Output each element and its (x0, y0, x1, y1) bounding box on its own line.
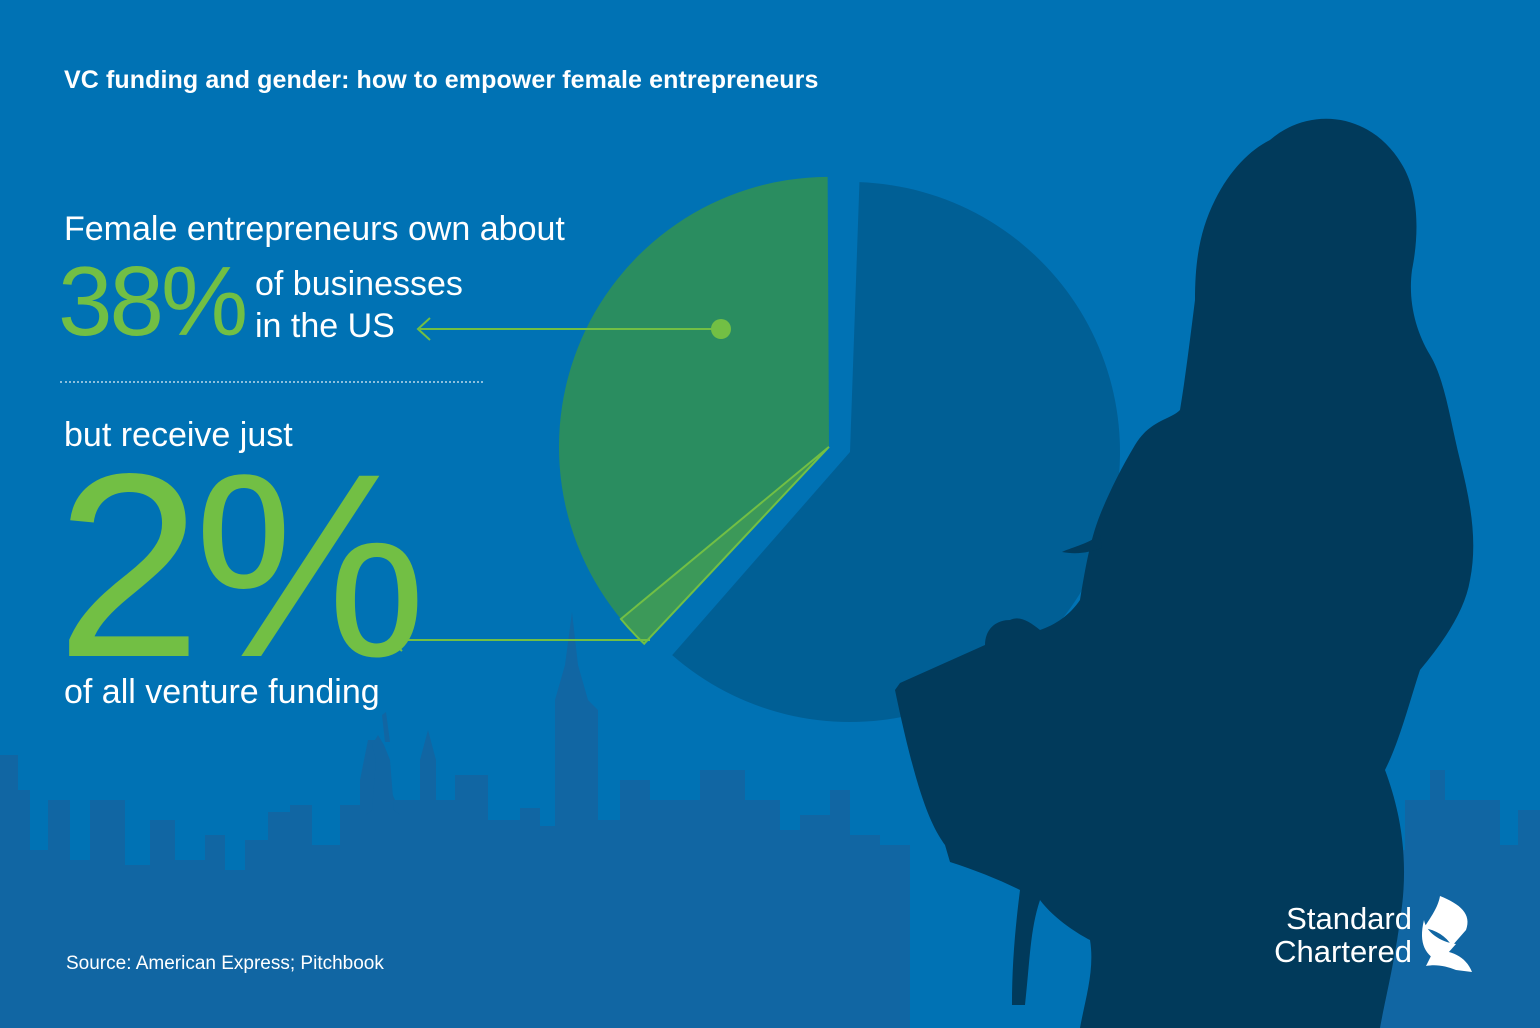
ownership-arrow-head (416, 317, 431, 341)
pie-subslice-venture-funding (619, 446, 830, 646)
city-skyline (0, 612, 1540, 1028)
brand-name: Standard Chartered (1262, 902, 1412, 968)
brand-name-line1: Standard (1286, 901, 1412, 936)
pie-chart (558, 176, 1120, 723)
ownership-lead-text: Female entrepreneurs own about (64, 210, 565, 248)
ownership-value: 38% (58, 246, 248, 356)
ownership-arrow-dot (711, 319, 731, 339)
funding-value: 2% (56, 419, 427, 712)
page-title: VC funding and gender: how to empower fe… (64, 66, 819, 94)
ownership-tail-line1: of businesses (255, 265, 463, 303)
annotation-arrows (388, 317, 731, 652)
section-divider (60, 381, 483, 383)
source-note: Source: American Express; Pitchbook (66, 953, 384, 974)
brand-name-line2: Chartered (1274, 934, 1412, 969)
funding-lead-text: but receive just (64, 416, 293, 454)
pie-slice-female-owned (558, 176, 829, 644)
ownership-tail-line2: in the US (255, 307, 395, 345)
woman-silhouette (895, 118, 1474, 1028)
standard-chartered-logo-icon (1421, 896, 1472, 972)
funding-arrow-head (388, 628, 403, 652)
pie-slice-other (672, 182, 1120, 723)
funding-tail-text: of all venture funding (64, 673, 380, 711)
